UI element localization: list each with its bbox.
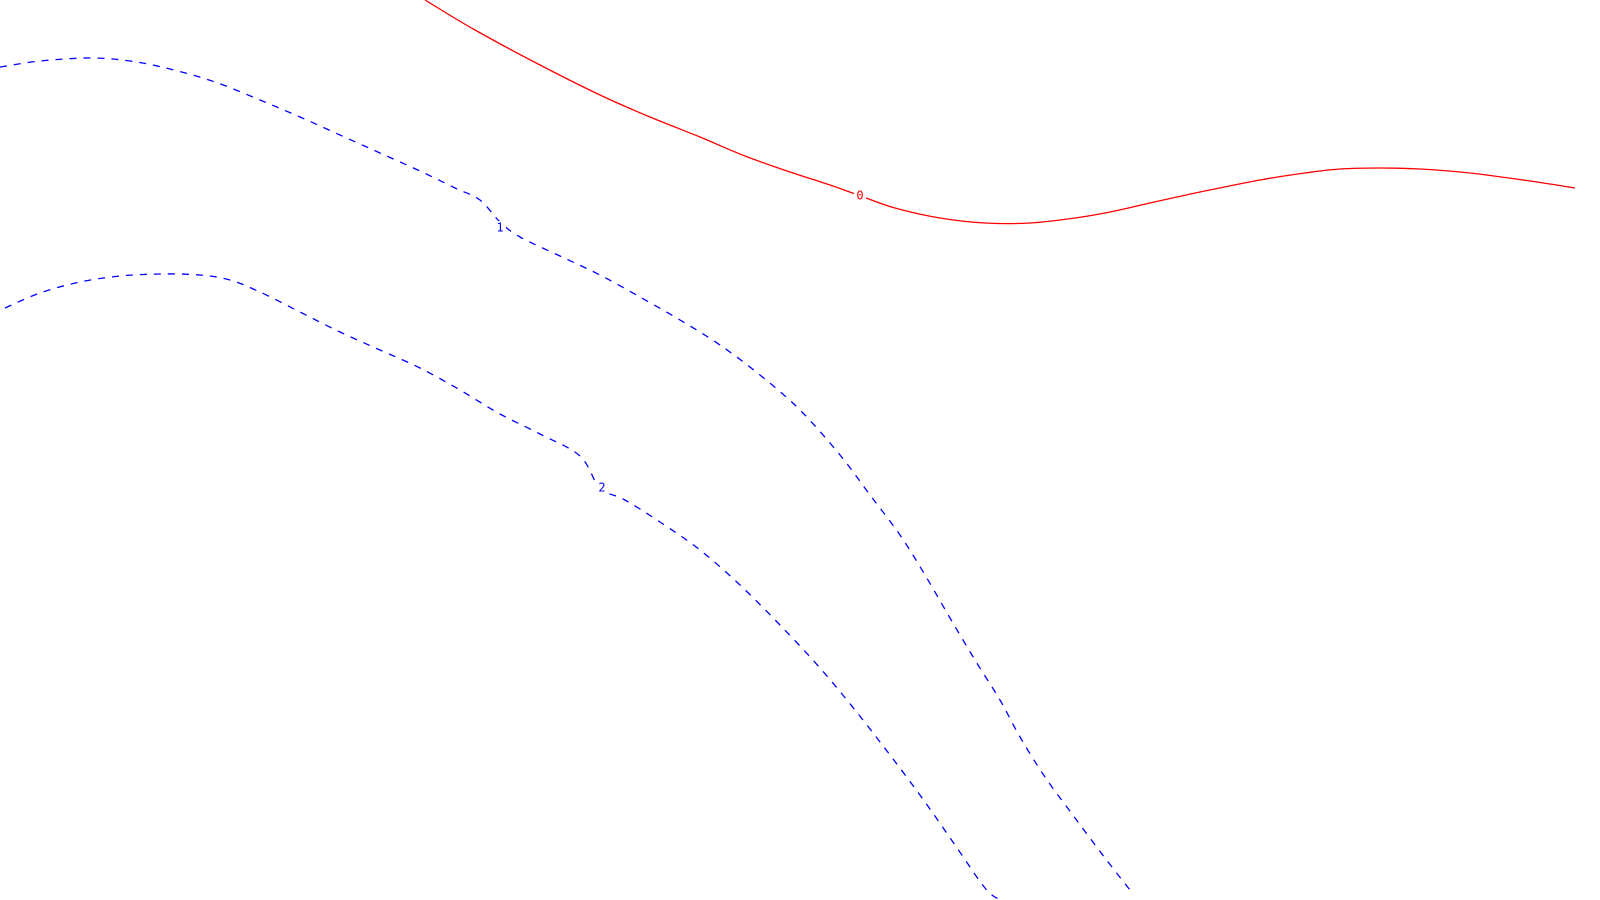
contour-label-gap-2 <box>596 481 608 495</box>
contour-label-gap-1 <box>494 221 506 235</box>
contour-labels: 0 1 2 <box>494 189 866 495</box>
contour-line-2 <box>4 273 1001 900</box>
contour-label-gap-0 <box>854 189 866 203</box>
contour-line-0 <box>424 0 1576 225</box>
contour-label-1: 1 <box>496 221 503 235</box>
contour-label-0: 0 <box>856 189 863 203</box>
contour-label-2: 2 <box>598 481 605 495</box>
contour-line-1 <box>0 57 1131 891</box>
